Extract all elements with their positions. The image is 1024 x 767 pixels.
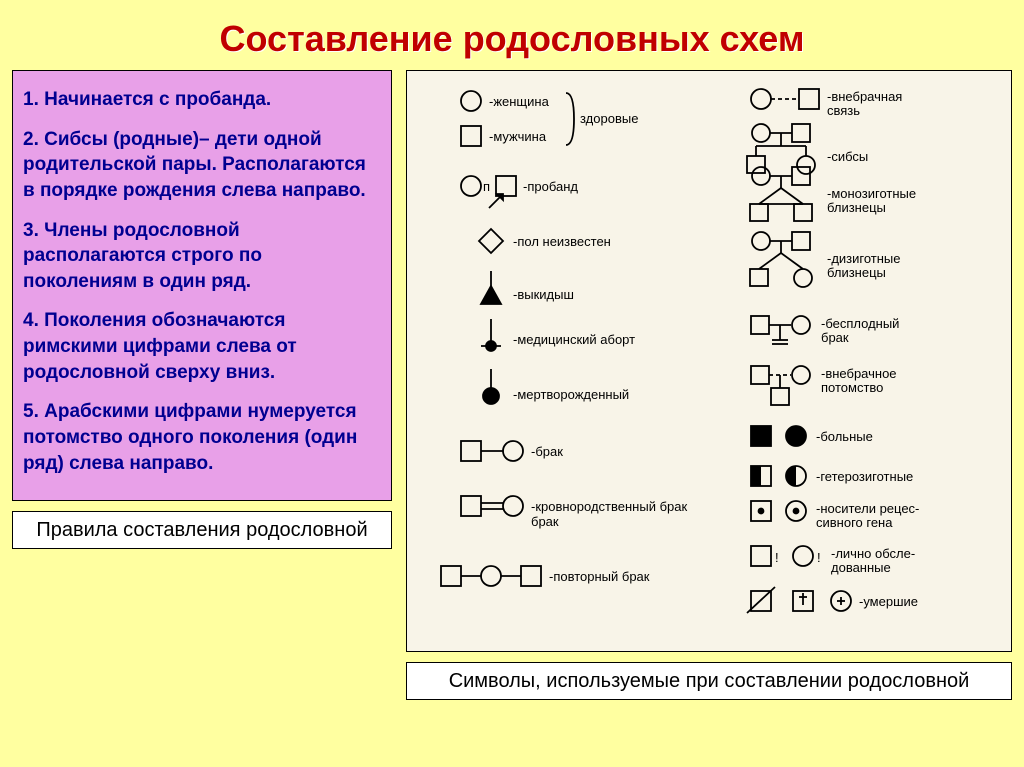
rules-box: 1. Начинается с пробанда. 2. Сибсы (родн… [12, 70, 392, 501]
svg-text:-кровнородственный брак: -кровнородственный брак [531, 499, 687, 514]
svg-text:брак: брак [531, 514, 559, 529]
svg-text:-гетерозиготные: -гетерозиготные [816, 469, 913, 484]
rule-3: 3. Члены родословной располагаются строг… [23, 218, 381, 295]
right-caption: Символы, используемые при составлении ро… [406, 662, 1012, 700]
svg-text:-носители рецес-: -носители рецес- [816, 501, 919, 516]
rule-4: 4. Поколения обозначаются римскими цифра… [23, 308, 381, 385]
rule-2: 2. Сибсы (родные)– дети одной родительск… [23, 127, 381, 204]
svg-text:!: ! [775, 550, 779, 565]
rule-1: 1. Начинается с пробанда. [23, 87, 381, 113]
svg-text:-монозиготные: -монозиготные [827, 186, 916, 201]
svg-text:-сибсы: -сибсы [827, 149, 868, 164]
main-content: 1. Начинается с пробанда. 2. Сибсы (родн… [0, 70, 1024, 700]
svg-text:-медицинский аборт: -медицинский аборт [513, 332, 635, 347]
right-column: -женщина -мужчина здоровые п -пробанд -пол не… [406, 70, 1012, 700]
left-caption: Правила составления родословной [12, 511, 392, 549]
svg-text:-внебрачное: -внебрачное [821, 366, 897, 381]
svg-text:-выкидыш: -выкидыш [513, 287, 574, 302]
svg-text:-мужчина: -мужчина [489, 129, 547, 144]
svg-text:-женщина: -женщина [489, 94, 550, 109]
svg-text:-умершие: -умершие [859, 594, 918, 609]
svg-text:связь: связь [827, 103, 860, 118]
svg-text:близнецы: близнецы [827, 265, 886, 280]
svg-text:-повторный брак: -повторный брак [549, 569, 650, 584]
svg-text:дованные: дованные [831, 560, 891, 575]
svg-text:-брак: -брак [531, 444, 563, 459]
svg-text:здоровые: здоровые [580, 111, 638, 126]
svg-text:-лично обсле-: -лично обсле- [831, 546, 915, 561]
svg-text:п: п [483, 179, 490, 194]
left-column: 1. Начинается с пробанда. 2. Сибсы (родн… [12, 70, 392, 700]
svg-text:-бесплодный: -бесплодный [821, 316, 899, 331]
svg-text:-дизиготные: -дизиготные [827, 251, 901, 266]
page-title: Составление родословных схем [0, 0, 1024, 70]
svg-text:потомство: потомство [821, 380, 883, 395]
svg-text:брак: брак [821, 330, 849, 345]
symbols-diagram: -женщина -мужчина здоровые п -пробанд -пол не… [406, 70, 1012, 652]
svg-text:близнецы: близнецы [827, 200, 886, 215]
svg-text:сивного гена: сивного гена [816, 515, 893, 530]
svg-text:!: ! [817, 550, 821, 565]
svg-text:-внебрачная: -внебрачная [827, 89, 902, 104]
svg-text:-больные: -больные [816, 429, 873, 444]
svg-text:-пол неизвестен: -пол неизвестен [513, 234, 611, 249]
rule-5: 5. Арабскими цифрами нумеруется потомств… [23, 399, 381, 476]
svg-text:-мертворожденный: -мертворожденный [513, 387, 629, 402]
svg-text:-пробанд: -пробанд [523, 179, 578, 194]
